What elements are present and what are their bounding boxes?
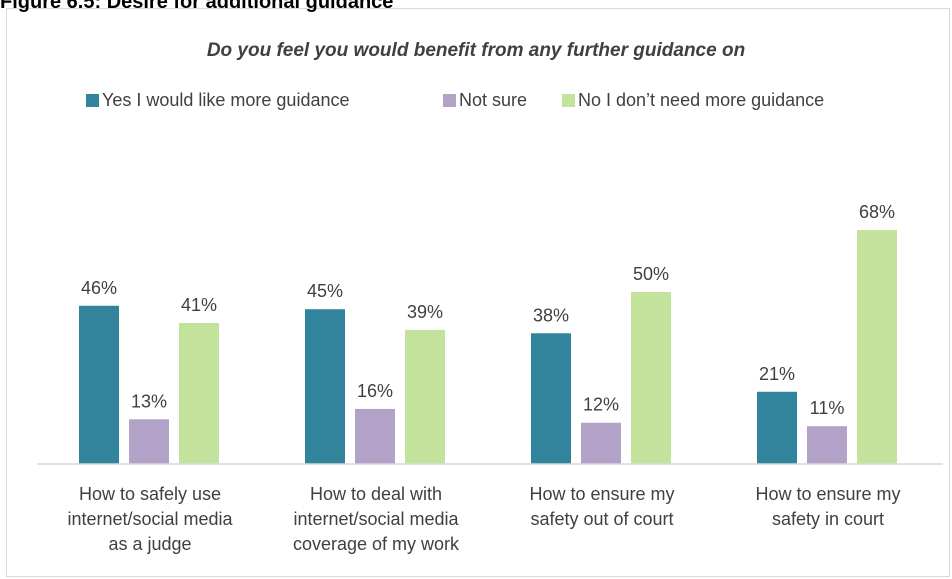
bar-no-i-don-t-need-more-guidance-4 [857,230,897,464]
data-label-yes-i-would-like-more-guidance-1: 46% [81,278,117,298]
data-label-no-i-don-t-need-more-guidance-1: 41% [181,295,217,315]
bar-not-sure-1 [129,419,169,464]
bar-yes-i-would-like-more-guidance-4 [757,391,797,464]
chart-title: Do you feel you would benefit from any f… [207,40,745,61]
bar-no-i-don-t-need-more-guidance-1 [179,322,219,464]
legend-swatch-not-sure [443,94,456,107]
legend-label-no-i-don-t-need-more-guidance: No I don’t need more guidance [578,90,824,110]
bars-group: 46% 13% 41% 45% 16% 39% 38% 12% 50% 21% 11% 68% [79,202,897,464]
data-label-no-i-don-t-need-more-guidance-4: 68% [859,202,895,222]
legend-swatch-yes-i-would-like-more-guidance [86,94,99,107]
legend-swatch-no-i-don-t-need-more-guidance [562,94,575,107]
data-label-yes-i-would-like-more-guidance-4: 21% [759,364,795,384]
data-label-not-sure-1: 13% [131,391,167,411]
legend-label-yes-i-would-like-more-guidance: Yes I would like more guidance [102,90,349,110]
legend: Yes I would like more guidance Not sure No… [86,90,824,110]
legend-label-not-sure: Not sure [459,90,527,110]
x-axis-labels: How to safely use internet/social media as… [67,484,900,554]
bar-no-i-don-t-need-more-guidance-2 [405,329,445,464]
category-label-2-line-1: How to deal with [310,484,442,504]
data-label-yes-i-would-like-more-guidance-3: 38% [533,305,569,325]
category-label-1-line-1: How to safely use [79,484,221,504]
figure-caption: Figure 6.5: Desire for additional guidan… [0,0,394,13]
data-label-no-i-don-t-need-more-guidance-2: 39% [407,302,443,322]
data-label-not-sure-4: 11% [810,398,845,418]
category-label-2-line-2: internet/social media [293,509,459,529]
bar-yes-i-would-like-more-guidance-1 [79,305,119,464]
category-label-1-line-3: as a judge [108,534,191,554]
category-label-3-line-2: safety out of court [530,509,673,529]
category-label-2-line-3: coverage of my work [293,534,460,554]
bar-not-sure-4 [807,426,847,464]
data-label-not-sure-3: 12% [583,395,619,415]
chart-frame [6,8,950,577]
bar-not-sure-3 [581,422,621,464]
bar-yes-i-would-like-more-guidance-3 [531,333,571,464]
data-label-not-sure-2: 16% [357,381,393,401]
bar-no-i-don-t-need-more-guidance-3 [631,292,671,464]
category-label-4-line-1: How to ensure my [755,484,900,504]
bar-not-sure-2 [355,408,395,464]
data-label-no-i-don-t-need-more-guidance-3: 50% [633,264,669,284]
bar-yes-i-would-like-more-guidance-2 [305,309,345,464]
category-label-1-line-2: internet/social media [67,509,233,529]
category-label-3-line-1: How to ensure my [529,484,674,504]
data-label-yes-i-would-like-more-guidance-2: 45% [307,281,343,301]
category-label-4-line-2: safety in court [772,509,884,529]
